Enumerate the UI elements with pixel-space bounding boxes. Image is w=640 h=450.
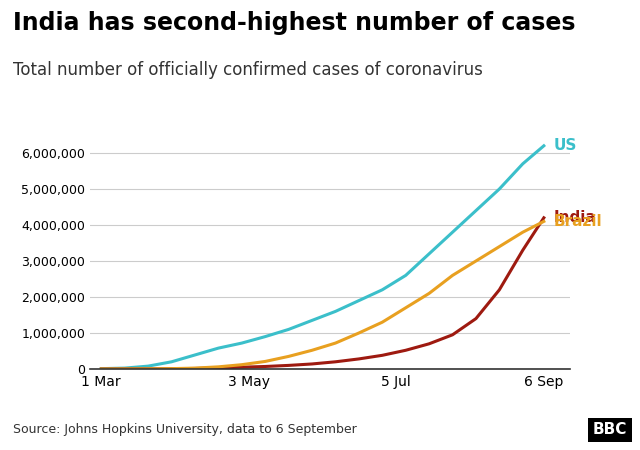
Text: Total number of officially confirmed cases of coronavirus: Total number of officially confirmed cas… — [13, 61, 483, 79]
Text: US: US — [553, 138, 577, 153]
Text: India: India — [553, 210, 596, 225]
Text: Source: Johns Hopkins University, data to 6 September: Source: Johns Hopkins University, data t… — [13, 423, 356, 436]
Text: Brazil: Brazil — [553, 214, 602, 229]
Text: BBC: BBC — [593, 422, 627, 437]
Text: India has second-highest number of cases: India has second-highest number of cases — [13, 11, 575, 35]
